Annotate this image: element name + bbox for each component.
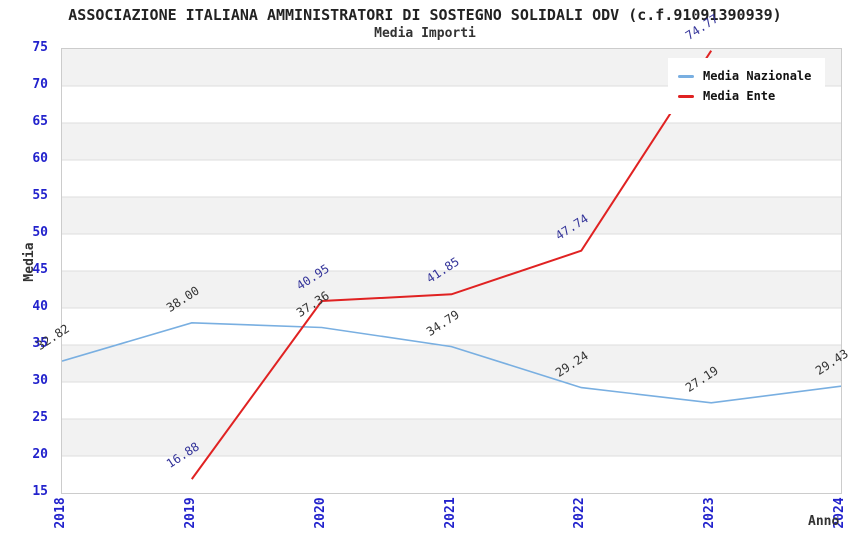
x-tick-label: 2022 [572,497,588,529]
legend-item-media-nazionale: Media Nazionale [678,66,811,86]
plot-band [62,160,841,197]
y-tick-label: 55 [32,188,48,203]
legend-label: Media Nazionale [703,69,812,83]
plot-canvas [62,49,841,493]
plot-band [62,456,841,493]
chart-title: ASSOCIAZIONE ITALIANA AMMINISTRATORI DI … [68,6,782,24]
y-tick-label: 25 [32,410,48,425]
line-swatch-icon [678,74,694,78]
x-tick-label: 2020 [312,497,328,529]
line-swatch-icon [678,94,694,98]
plot-band [62,382,841,419]
plot-band [62,234,841,271]
plot-band [62,419,841,456]
y-tick-label: 70 [32,77,48,92]
series-line-media-ente [190,50,713,480]
y-tick-label: 20 [32,447,48,462]
plot-band [62,271,841,308]
legend-label: Media Ente [703,89,776,103]
legend: Media Nazionale Media Ente [668,58,826,114]
series-line-media-nazionale [62,321,841,404]
y-tick-label: 75 [32,40,48,55]
y-tick-label: 50 [32,225,48,240]
x-tick-label: 2023 [702,497,718,529]
plot-band [62,308,841,345]
plot-band [62,123,841,160]
chart-subtitle: Media Importi [374,26,476,41]
y-tick-label: 40 [32,299,48,314]
y-tick-label: 60 [32,151,48,166]
y-tick-label: 65 [32,114,48,129]
plot-area [61,48,842,494]
x-tick-label: 2021 [442,497,458,529]
plot-band [62,345,841,382]
x-tick-label: 2019 [182,497,198,529]
plot-band [62,197,841,234]
y-tick-label: 45 [32,262,48,277]
y-tick-label: 35 [32,336,48,351]
x-axis-label: Anno [808,514,840,529]
y-tick-label: 15 [32,484,48,499]
y-tick-label: 30 [32,373,48,388]
legend-item-media-ente: Media Ente [678,86,811,106]
x-tick-label: 2018 [53,497,68,529]
